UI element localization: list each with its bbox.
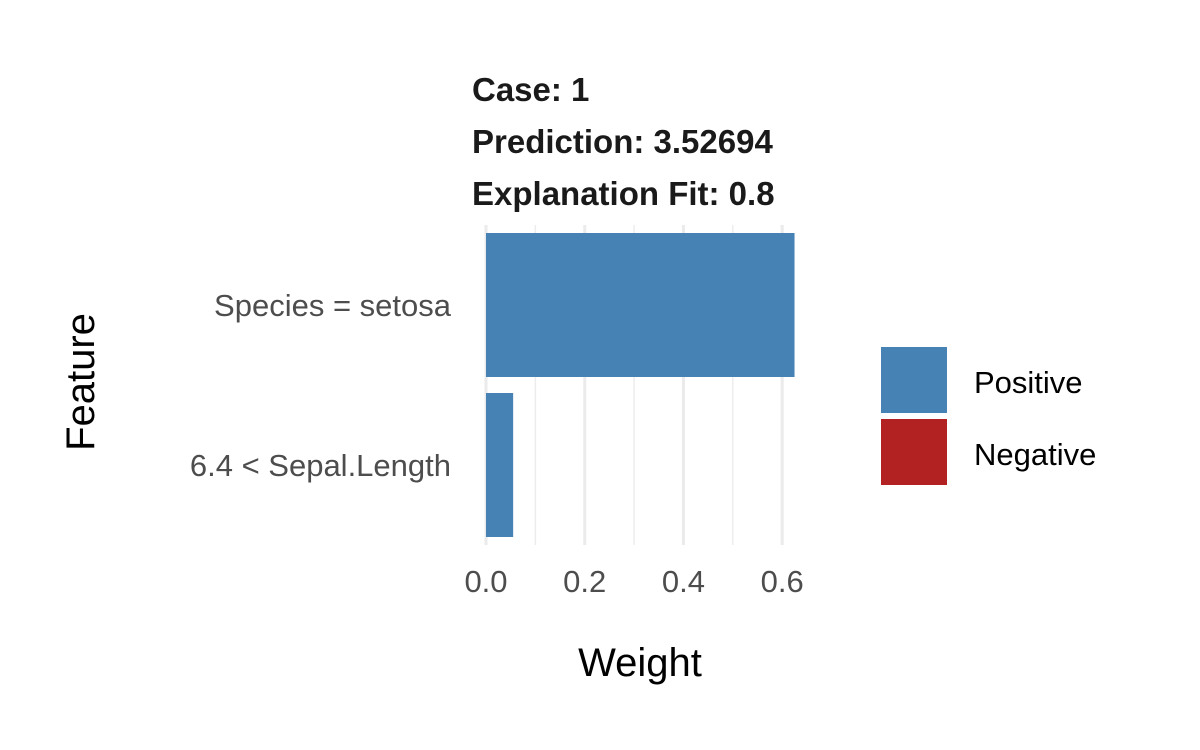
y-axis-title: Feature [59, 313, 103, 451]
legend-key-negative [881, 419, 947, 485]
legend-label-positive: Positive [974, 365, 1083, 400]
x-tick-label-3: 0.6 [761, 564, 804, 599]
y-tick-labels: Species = setosa 6.4 < Sepal.Length [190, 288, 452, 483]
title-prediction: Prediction: 3.52694 [472, 123, 773, 160]
y-tick-label-0: Species = setosa [214, 288, 452, 323]
x-tick-label-2: 0.4 [662, 564, 705, 599]
legend-key-positive [881, 347, 947, 413]
y-tick-label-1: 6.4 < Sepal.Length [190, 448, 451, 483]
x-tick-label-1: 0.2 [563, 564, 606, 599]
bar-0 [486, 233, 795, 377]
bars [486, 233, 795, 537]
x-tick-labels: 0.0 0.2 0.4 0.6 [464, 564, 803, 599]
title-case: Case: 1 [472, 71, 589, 108]
x-axis-title: Weight [578, 641, 702, 685]
title-explanation-fit: Explanation Fit: 0.8 [472, 175, 775, 212]
legend: Positive Negative [881, 347, 1096, 485]
bar-1 [486, 393, 514, 537]
x-tick-label-0: 0.0 [464, 564, 507, 599]
legend-label-negative: Negative [974, 437, 1096, 472]
